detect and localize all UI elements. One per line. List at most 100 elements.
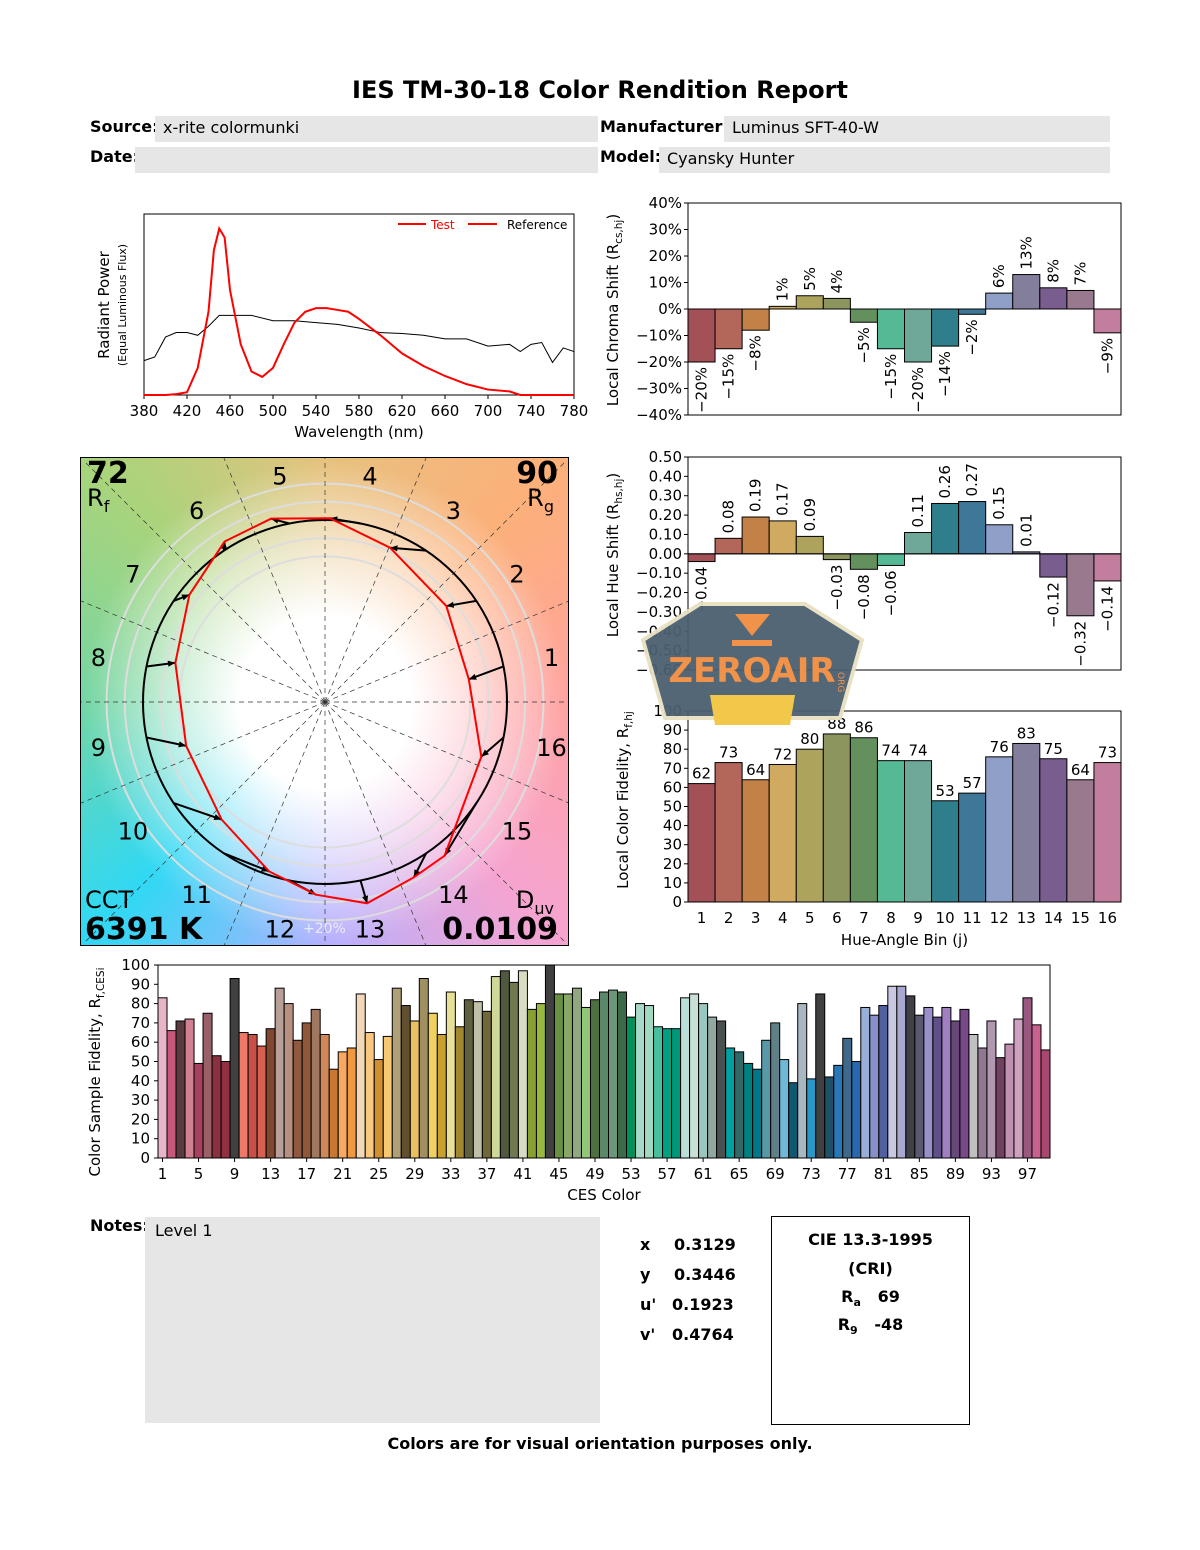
fidelity-value-label: 73 [719, 744, 738, 762]
chroma-value-label: 1% [774, 278, 792, 302]
chroma-bar-3 [741, 308, 770, 331]
ces-bar-53 [626, 1016, 637, 1159]
x-tick-label: 740 [517, 402, 546, 420]
x-tick-label: 3 [751, 909, 761, 927]
hue-bar-10 [931, 502, 960, 555]
ces-bar-8 [220, 1061, 231, 1159]
duv-label: Duv [516, 886, 554, 918]
hue-bar-14 [1039, 553, 1068, 578]
bin-label-9: 9 [91, 734, 106, 762]
x-tick-label: 700 [474, 402, 503, 420]
arrow-head-icon [167, 660, 176, 667]
ces-bar-49 [589, 999, 600, 1159]
ces-bar-3 [175, 1020, 186, 1159]
ces-bar-83 [896, 985, 907, 1159]
fidelity-value-label: 57 [963, 774, 982, 792]
bin-boundary-line [81, 600, 326, 703]
x-tick-label: 89 [946, 1165, 965, 1183]
x-tick-label: 5 [194, 1165, 204, 1183]
ces-bar-24 [364, 1032, 375, 1159]
ces-bar-93 [986, 1020, 997, 1159]
x-tick-label: 14 [1044, 909, 1063, 927]
ces-bar-75 [824, 1076, 835, 1159]
bin-label-15: 15 [502, 817, 533, 845]
arrow-head-icon [178, 741, 187, 748]
chroma-value-label: 7% [1071, 262, 1089, 286]
hue-value-label: 0.11 [909, 494, 927, 527]
hue-bar-7 [849, 553, 878, 570]
chromaticity-value: 0.3129 [674, 1235, 736, 1254]
chroma-bar-12 [985, 292, 1014, 310]
y-tick-label: 0.40 [649, 467, 682, 485]
chroma-bar-9 [904, 308, 933, 363]
fidelity-value-label: 64 [746, 761, 765, 779]
ces-bar-71 [788, 1082, 799, 1159]
notes-label: Notes: [90, 1216, 149, 1235]
ces-bar-61 [698, 1003, 709, 1159]
ces-bar-15 [283, 1003, 294, 1159]
fidelity-value-label: 76 [990, 738, 1009, 756]
x-tick-label: 660 [431, 402, 460, 420]
x-tick-label: 380 [130, 402, 159, 420]
ces-bar-30 [418, 978, 429, 1159]
x-tick-label: 77 [838, 1165, 857, 1183]
ces-bar-21 [337, 1051, 348, 1159]
fidelity-value-label: 83 [1017, 724, 1036, 742]
footer-note: Colors are for visual orientation purpos… [387, 1434, 813, 1453]
hue-value-label: 0.01 [1017, 513, 1035, 546]
bin-label-7: 7 [125, 561, 140, 589]
hue-value-label: −0.12 [1044, 582, 1062, 628]
x-tick-label: 41 [513, 1165, 532, 1183]
y-axis-label: Local Hue Shift (Rhs,hj) [604, 473, 625, 637]
bin-label-13: 13 [355, 916, 386, 944]
y-tick-label: 60 [663, 778, 682, 796]
hue-value-label: 0.15 [990, 486, 1008, 519]
y-tick-label: −20% [636, 353, 682, 371]
ces-bar-13 [265, 1028, 276, 1159]
reference-circle [142, 519, 508, 885]
duv-value: 0.0109 [442, 912, 558, 946]
ces-bar-63 [716, 1020, 727, 1159]
ces-bar-70 [779, 1059, 790, 1159]
y-tick-label: 70 [131, 1014, 150, 1032]
ces-bar-2 [166, 1030, 177, 1159]
bin-label-16: 16 [536, 734, 567, 762]
ces-bar-88 [941, 1006, 952, 1159]
shift-arrow-11 [223, 852, 270, 873]
ces-bar-1 [157, 997, 168, 1159]
y-tick-label: 0 [140, 1149, 150, 1167]
ces-bar-19 [319, 1033, 330, 1159]
chromaticity-value: 0.1923 [672, 1295, 734, 1314]
y-axis-label: Color Sample Fidelity, Rf,CESi [86, 967, 107, 1176]
color-vector-graphic: 1 2 3 4 5 6 7 8 9 10 11 12 13 14 15 16 72 Rf 90 Rg CCT … [80, 457, 569, 946]
ces-bar-72 [797, 1003, 808, 1159]
ces-bar-40 [508, 981, 519, 1159]
hue-value-label: −0.32 [1071, 621, 1089, 667]
ces-bar-50 [598, 991, 610, 1159]
rg-label: Rg [527, 484, 554, 516]
ces-bar-98 [1031, 1024, 1042, 1159]
y-tick-label: 10% [649, 274, 682, 292]
x-tick-label: 8 [886, 909, 896, 927]
x-tick-label: 13 [1017, 909, 1036, 927]
ces-bar-48 [580, 1006, 591, 1159]
x-tick-label: 11 [963, 909, 982, 927]
chroma-bar-7 [849, 308, 878, 323]
ces-bar-96 [1013, 1018, 1024, 1159]
hue-bar-3 [741, 516, 770, 555]
chroma-value-label: −8% [747, 335, 765, 371]
ces-bar-64 [725, 1047, 736, 1159]
bin-boundary-line [223, 701, 326, 945]
ces-bar-79 [860, 1006, 871, 1159]
ces-bar-85 [914, 1014, 925, 1159]
y-tick-label: 80 [131, 995, 150, 1013]
ces-bar-35 [463, 999, 474, 1159]
chromaticity-label: y [640, 1265, 651, 1284]
hue-value-label: 0.27 [963, 463, 981, 496]
chroma-bar-6 [822, 297, 851, 310]
fidelity-bar-15 [1066, 779, 1095, 903]
ces-bar-38 [490, 976, 501, 1159]
duv-letter: D [515, 886, 535, 914]
arrow-head-icon [362, 895, 369, 904]
rg-sub: g [543, 496, 554, 516]
